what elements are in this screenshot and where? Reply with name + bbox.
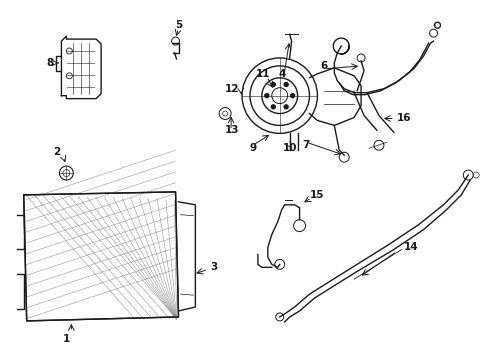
Text: 11: 11 <box>255 69 269 79</box>
Circle shape <box>290 94 294 98</box>
Text: 4: 4 <box>278 69 285 79</box>
Text: 1: 1 <box>62 334 70 344</box>
Text: 2: 2 <box>53 147 60 157</box>
Text: 6: 6 <box>320 61 327 71</box>
Text: 14: 14 <box>403 243 418 252</box>
Text: 8: 8 <box>46 58 53 68</box>
Text: 3: 3 <box>210 262 217 272</box>
Text: 15: 15 <box>309 190 324 200</box>
Circle shape <box>264 94 268 98</box>
Text: 9: 9 <box>249 143 256 153</box>
Circle shape <box>271 82 275 86</box>
Circle shape <box>271 105 275 109</box>
Text: 16: 16 <box>396 113 410 123</box>
Text: 13: 13 <box>224 125 239 135</box>
Text: 12: 12 <box>224 84 239 94</box>
Text: 7: 7 <box>301 140 308 150</box>
Circle shape <box>284 82 287 86</box>
Circle shape <box>284 105 287 109</box>
Text: 5: 5 <box>175 20 182 30</box>
Text: 10: 10 <box>282 143 296 153</box>
